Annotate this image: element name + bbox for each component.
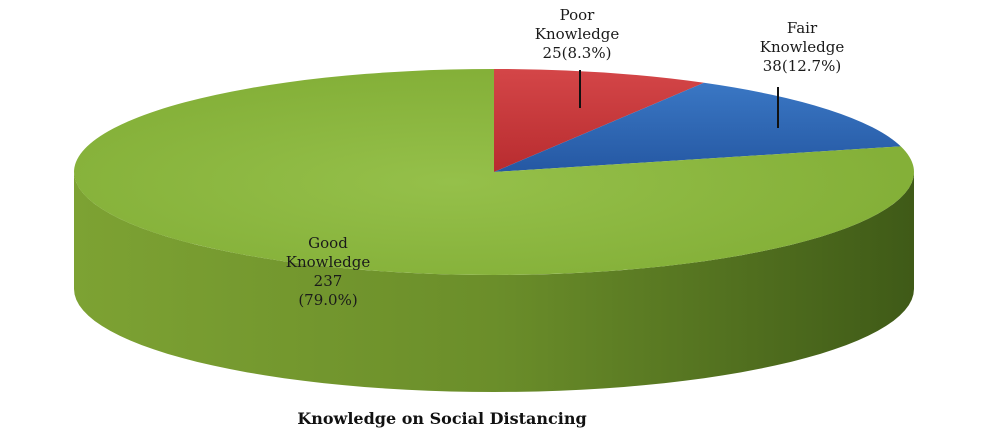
slice-label-line: Poor <box>560 6 596 24</box>
slice-label-poor-knowledge: Poor Knowledge 25(8.3%) <box>535 6 620 62</box>
slice-label-line: 25(8.3%) <box>543 44 612 62</box>
slice-label-line: Knowledge <box>286 253 371 271</box>
slice-label-line: Knowledge <box>760 38 845 56</box>
slice-label-line: 237 <box>314 272 343 290</box>
slice-label-line: Good <box>308 234 348 252</box>
pie-slice-poor-knowledge <box>494 69 704 172</box>
slice-label-line: Fair <box>787 19 818 37</box>
slice-labels-group: Poor Knowledge 25(8.3%)Fair Knowledge 38(12.… <box>286 6 845 309</box>
slice-label-fair-knowledge: Fair Knowledge 38(12.7%) <box>760 19 845 75</box>
slice-label-good-knowledge: Good Knowledge 237 (79.0%) <box>286 234 371 309</box>
chart-title: Knowledge on Social Distancing <box>297 409 587 428</box>
pie-slice-side-good-knowledge <box>74 172 914 392</box>
pie-slice-good-knowledge <box>74 69 915 275</box>
slice-label-line: Knowledge <box>535 25 620 43</box>
pie-slice-fair-knowledge <box>494 82 901 172</box>
slice-label-line: (79.0%) <box>298 291 357 309</box>
slice-label-line: 38(12.7%) <box>763 57 841 75</box>
pie-slices-group <box>74 69 915 392</box>
